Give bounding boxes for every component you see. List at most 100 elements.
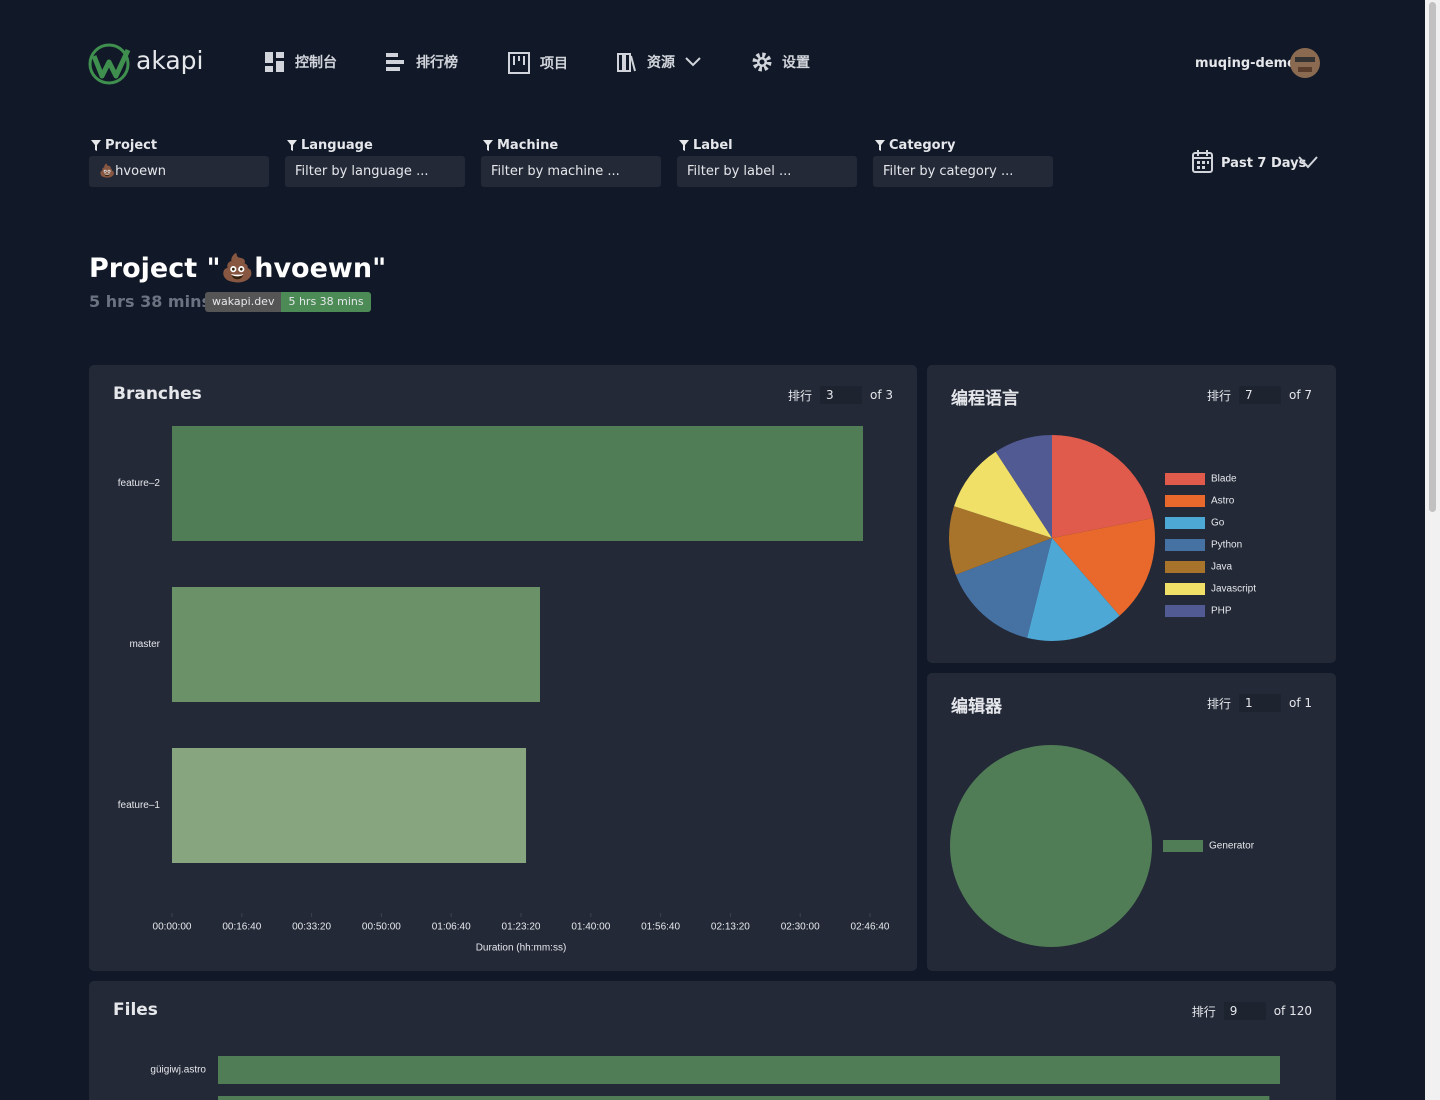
panel: Files 排行 9 of 120 güigiwj.astro (89, 981, 1336, 1100)
logo-icon (88, 43, 131, 85)
calendar-icon[interactable] (1192, 150, 1214, 174)
bar (218, 1056, 1280, 1084)
legend-label: Go (1211, 518, 1225, 529)
pie-slice (1052, 435, 1154, 538)
nav-resources[interactable]: 资源 (617, 52, 701, 72)
legend-label: Java (1211, 562, 1233, 573)
scrollbar[interactable] (1425, 0, 1440, 1100)
rank-of: of 120 (1273, 1004, 1312, 1018)
pie-slice (1052, 518, 1155, 616)
panel-title: 编程语言 (951, 389, 1019, 409)
rank-label: 排行 (1206, 388, 1231, 403)
filter-input[interactable]: Filter by label ... (677, 156, 857, 187)
user-name[interactable]: muqing-demo (1195, 56, 1297, 71)
panel-title: 编辑器 (951, 697, 1002, 717)
legend-swatch (1165, 495, 1205, 507)
rank-input[interactable]: 3 (819, 386, 862, 404)
filter-icon (875, 140, 885, 151)
panel: 编程语言 排行 7 of 7 Blade Astro Go Python Java Javascr… (927, 365, 1336, 663)
bar (172, 587, 540, 702)
funnel (91, 140, 101, 151)
logo-text: akapi (136, 46, 204, 75)
x-tick-label: 01:56:40 (641, 922, 680, 933)
legend-swatch (1165, 517, 1205, 529)
chart: Blade Astro Go Python Java Javascript PHP (949, 435, 1256, 641)
rank-input[interactable]: 7 (1238, 386, 1281, 404)
filter-icon (91, 140, 101, 151)
total-time: 5 hrs 38 mins (89, 292, 211, 311)
scrollbar-thumb[interactable] (1429, 2, 1436, 512)
bar (218, 1096, 1270, 1100)
nav-settings[interactable]: 设置 (752, 52, 810, 72)
x-tick-label: 02:13:20 (711, 922, 750, 933)
filter-label: Language (301, 138, 373, 153)
funnel (875, 140, 885, 151)
date-range[interactable]: Past 7 Days (1221, 156, 1307, 171)
legend-swatch (1165, 539, 1205, 551)
rank-of: of 3 (869, 388, 893, 402)
nav-label[interactable]: 控制台 (295, 55, 337, 71)
filter-input[interactable]: Filter by language ... (285, 156, 465, 187)
badge-value: 5 hrs 38 mins (281, 292, 371, 312)
panel-title: Files (113, 1000, 158, 1020)
bar (172, 426, 864, 541)
x-tick-label: 00:00:00 (153, 922, 192, 933)
funnel (287, 140, 297, 151)
avatar[interactable] (1289, 47, 1321, 79)
bar-label: feature–1 (118, 800, 161, 811)
filter-icon (679, 140, 689, 151)
pie-slice (955, 538, 1052, 638)
legend-swatch (1165, 605, 1205, 617)
filter-label: Label (693, 138, 733, 153)
filter-label: Project (105, 138, 158, 153)
legend-label: Python (1211, 540, 1242, 551)
legend-label: Astro (1211, 496, 1235, 507)
rank-of: of 1 (1288, 696, 1312, 710)
x-axis-title: Duration (hh:mm:ss) (476, 943, 567, 954)
nav-projects[interactable]: 项目 (508, 52, 568, 74)
rank-control: 排行 7 of 7 (1207, 386, 1312, 404)
chart: Generator (950, 745, 1255, 947)
x-tick-label: 01:06:40 (432, 922, 471, 933)
bar-label: güigiwj.astro (150, 1065, 206, 1076)
chart: güigiwj.astro (150, 1056, 1280, 1100)
badge[interactable]: wakapi.dev 5 hrs 38 mins (205, 292, 371, 312)
nav-label[interactable]: 排行榜 (416, 55, 458, 71)
legend-swatch (1165, 583, 1205, 595)
pie-slice (954, 451, 1052, 538)
pie-slice (995, 435, 1052, 538)
rank-label: 排行 (787, 388, 812, 403)
panel: Branches 排行 3 of 3 feature–2 master feature–1 0… (89, 365, 917, 971)
rank-input[interactable]: 1 (1238, 694, 1281, 712)
legend-label: Blade (1211, 474, 1237, 485)
rank-input[interactable]: 9 (1223, 1002, 1266, 1020)
nav-label[interactable]: 项目 (540, 56, 568, 72)
nav-dashboard[interactable]: 控制台 (265, 52, 337, 72)
legend-swatch (1165, 473, 1205, 485)
x-tick-label: 01:23:20 (502, 922, 541, 933)
nav-label[interactable]: 设置 (782, 55, 810, 71)
x-tick-label: 00:50:00 (362, 922, 401, 933)
legend-label: Javascript (1211, 584, 1256, 595)
filter-input[interactable]: Filter by machine ... (481, 156, 661, 187)
pie-slice (950, 745, 1152, 947)
x-tick-label: 02:30:00 (781, 922, 820, 933)
rank-control: 排行 9 of 120 (1192, 1002, 1312, 1020)
legend-label: PHP (1211, 606, 1232, 617)
rank-label: 排行 (1191, 1004, 1216, 1019)
bar (172, 748, 527, 863)
legend-swatch (1163, 840, 1203, 852)
bar-label: feature–2 (118, 478, 161, 489)
filter-input[interactable]: 💩hvoewn (89, 156, 269, 187)
badge-label: wakapi.dev (205, 292, 282, 312)
pie-slice (1027, 538, 1120, 641)
funnel (483, 140, 493, 151)
nav-leaderboard[interactable]: 排行榜 (386, 52, 458, 72)
date-chevron[interactable] (1298, 156, 1318, 170)
filter-input[interactable]: Filter by category ... (873, 156, 1053, 187)
rank-control: 排行 1 of 1 (1207, 694, 1312, 712)
nav-label[interactable]: 资源 (647, 55, 675, 71)
filter-label: Machine (497, 138, 559, 153)
x-tick-label: 01:40:00 (571, 922, 610, 933)
rank-of: of 7 (1288, 388, 1312, 402)
